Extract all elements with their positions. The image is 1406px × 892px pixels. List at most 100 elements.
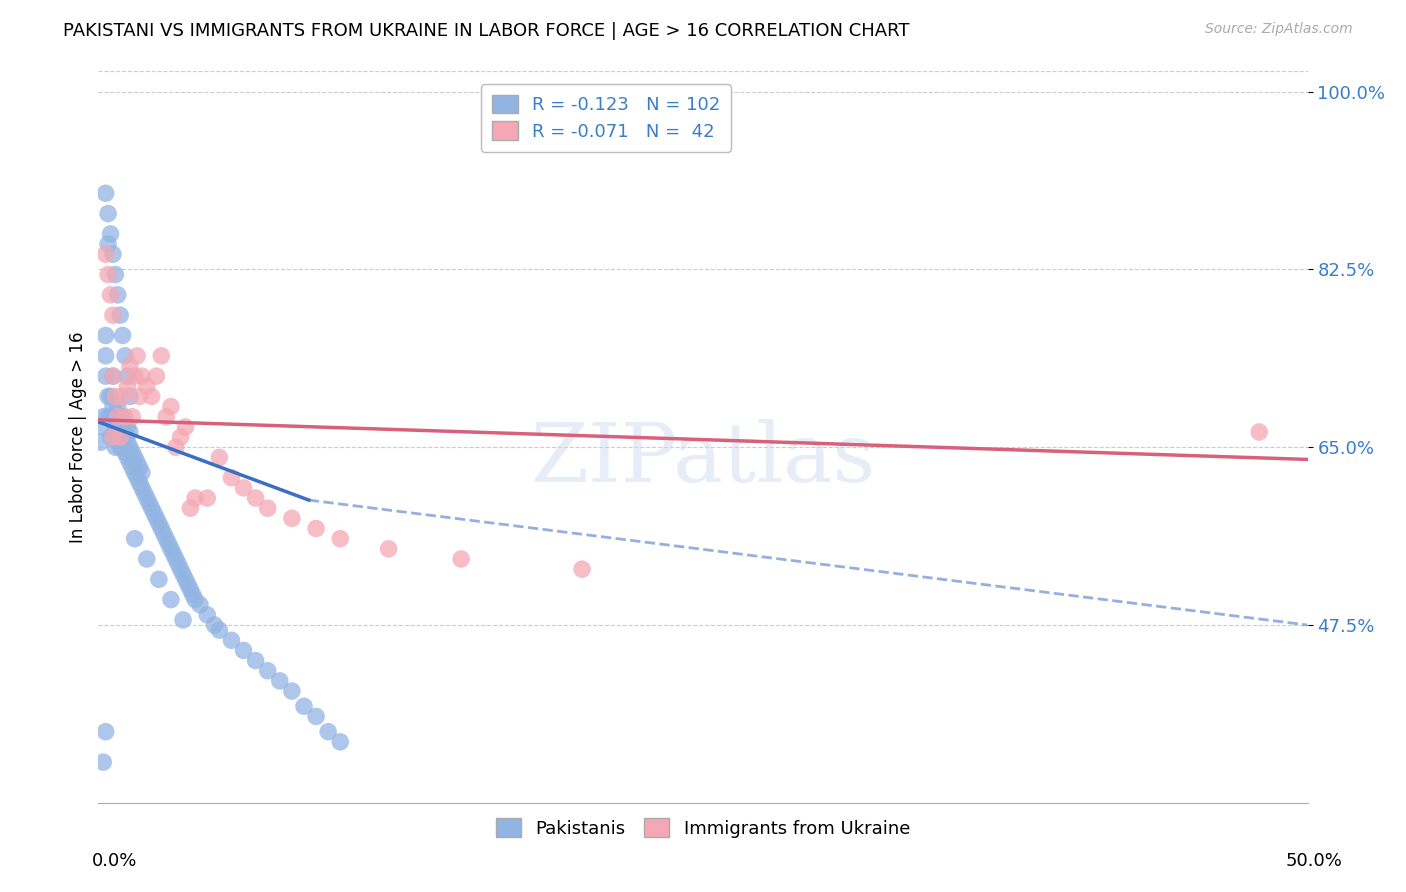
Point: [117, 379, 139, 393]
Y-axis label: In Labor Force | Age > 16: In Labor Force | Age > 16: [69, 331, 87, 543]
Point: [94, 186, 117, 201]
Point: [100, 430, 122, 444]
Point: [111, 430, 134, 444]
Point: [100, 389, 122, 403]
Text: PAKISTANI VS IMMIGRANTS FROM UKRAINE IN LABOR FORCE | AGE > 16 CORRELATION CHART: PAKISTANI VS IMMIGRANTS FROM UKRAINE IN …: [63, 22, 910, 40]
Point: [152, 526, 174, 541]
Point: [128, 389, 150, 403]
Point: [329, 735, 352, 749]
Point: [141, 389, 163, 403]
Point: [155, 532, 177, 546]
Point: [104, 389, 127, 403]
Point: [195, 607, 218, 622]
Point: [181, 588, 204, 602]
Point: [127, 349, 149, 363]
Point: [195, 491, 218, 505]
Point: [292, 699, 315, 714]
Point: [114, 415, 136, 429]
Point: [108, 308, 131, 322]
Point: [117, 435, 139, 450]
Point: [111, 440, 134, 454]
Point: [97, 409, 120, 424]
Point: [107, 435, 129, 450]
Point: [165, 440, 187, 454]
Point: [316, 724, 339, 739]
Point: [571, 562, 593, 576]
Point: [104, 409, 127, 424]
Point: [188, 598, 211, 612]
Point: [114, 430, 136, 444]
Point: [117, 369, 139, 384]
Point: [256, 501, 278, 516]
Point: [135, 552, 157, 566]
Point: [145, 369, 167, 384]
Point: [124, 450, 146, 465]
Point: [134, 486, 156, 500]
Point: [94, 724, 117, 739]
Point: [121, 445, 143, 459]
Point: [107, 420, 129, 434]
Point: [91, 420, 114, 434]
Point: [97, 206, 120, 220]
Point: [117, 450, 139, 465]
Text: ZIPatlas: ZIPatlas: [530, 419, 876, 499]
Point: [281, 511, 304, 525]
Point: [118, 425, 141, 439]
Point: [111, 389, 134, 403]
Point: [121, 460, 143, 475]
Point: [91, 409, 114, 424]
Point: [143, 506, 166, 520]
Point: [107, 400, 129, 414]
Point: [160, 541, 183, 556]
Point: [184, 491, 207, 505]
Point: [107, 288, 129, 302]
Point: [101, 415, 124, 429]
Point: [104, 268, 127, 282]
Point: [177, 577, 200, 591]
Point: [118, 440, 141, 454]
Point: [150, 349, 173, 363]
Point: [167, 557, 190, 571]
Point: [118, 389, 141, 403]
Point: [117, 420, 139, 434]
Point: [118, 359, 141, 373]
Point: [245, 654, 267, 668]
Point: [101, 369, 124, 384]
Point: [179, 501, 201, 516]
Point: [94, 247, 117, 261]
Point: [145, 511, 167, 525]
Point: [108, 430, 131, 444]
Point: [162, 547, 184, 561]
Point: [101, 430, 124, 444]
Point: [127, 455, 149, 469]
Point: [118, 455, 141, 469]
Point: [131, 481, 153, 495]
Point: [121, 409, 143, 424]
Point: [208, 450, 231, 465]
Point: [172, 567, 194, 582]
Point: [124, 466, 146, 480]
Point: [184, 592, 207, 607]
Text: 50.0%: 50.0%: [1286, 852, 1343, 870]
Point: [165, 552, 187, 566]
Point: [124, 369, 146, 384]
Point: [157, 537, 180, 551]
Point: [97, 268, 120, 282]
Text: 0.0%: 0.0%: [91, 852, 136, 870]
Point: [104, 425, 127, 439]
Point: [100, 288, 122, 302]
Point: [172, 613, 194, 627]
Text: Source: ZipAtlas.com: Source: ZipAtlas.com: [1205, 22, 1353, 37]
Point: [104, 440, 127, 454]
Point: [169, 430, 191, 444]
Point: [128, 475, 150, 490]
Point: [114, 349, 136, 363]
Point: [135, 491, 157, 505]
Legend: Pakistanis, Immigrants from Ukraine: Pakistanis, Immigrants from Ukraine: [489, 811, 917, 845]
Point: [90, 435, 112, 450]
Point: [131, 466, 153, 480]
Point: [111, 409, 134, 424]
Point: [232, 481, 254, 495]
Point: [97, 237, 120, 252]
Point: [204, 618, 226, 632]
